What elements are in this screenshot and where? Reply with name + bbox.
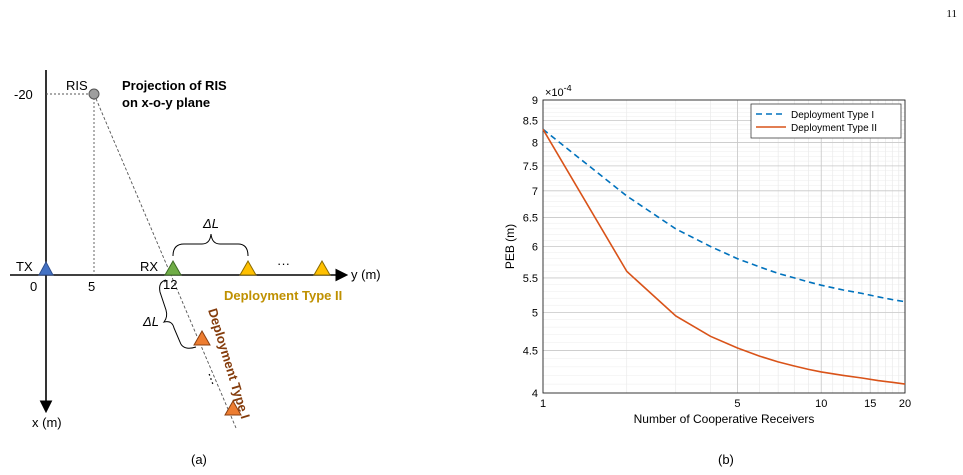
y-tick-label: 5 bbox=[532, 307, 538, 319]
ris-y-tick: -20 bbox=[14, 87, 33, 102]
legend-entry: Deployment Type I bbox=[791, 110, 874, 121]
y-tick-label: 4.5 bbox=[523, 345, 538, 357]
y-exponent-label: ×10-4 bbox=[545, 85, 572, 99]
y-tick-12: 12 bbox=[163, 277, 177, 292]
delta-l-top-label: ΔL bbox=[202, 216, 219, 231]
x-tick-label: 1 bbox=[540, 398, 546, 410]
type1-ellipsis: ⋮ bbox=[202, 369, 219, 388]
type2-receiver-icon bbox=[313, 259, 331, 276]
x-tick-label: 20 bbox=[899, 398, 911, 410]
y-tick-label: 7 bbox=[532, 186, 538, 198]
type2-ellipsis: ··· bbox=[277, 256, 290, 271]
ris-icon bbox=[88, 88, 100, 100]
y-axis-label: y (m) bbox=[351, 267, 381, 282]
series-type1-line bbox=[542, 128, 906, 303]
y-tick-label: 9 bbox=[532, 95, 538, 107]
projection-label-line2: on x-o-y plane bbox=[122, 95, 210, 110]
y-tick-label: 8.5 bbox=[523, 116, 538, 128]
caption-a: (a) bbox=[191, 452, 207, 467]
type1-receiver-icon bbox=[193, 329, 211, 346]
delta-l-brace-top bbox=[172, 233, 249, 257]
tx-label: TX bbox=[16, 259, 33, 274]
y-tick-0: 0 bbox=[30, 279, 37, 294]
x-tick-label: 10 bbox=[815, 398, 827, 410]
y-axis-title: PEB (m) bbox=[503, 224, 517, 269]
y-tick-label: 6.5 bbox=[523, 213, 538, 225]
x-axis-label: x (m) bbox=[32, 415, 62, 430]
x-tick-label: 5 bbox=[734, 398, 740, 410]
rx-triangle-icon bbox=[164, 259, 182, 276]
series-type2-line bbox=[542, 128, 906, 385]
type2-label: Deployment Type II bbox=[224, 288, 342, 303]
y-tick-5: 5 bbox=[88, 279, 95, 294]
x-axis-title: Number of Cooperative Receivers bbox=[634, 412, 815, 426]
ris-projection-diagonal bbox=[93, 93, 237, 429]
plot-frame bbox=[542, 99, 906, 394]
peb-chart: 1 5 10 15 2044.555.566.577.588.59×10-4Number… bbox=[503, 85, 911, 426]
tx-triangle-icon bbox=[38, 260, 54, 276]
type2-receiver-icon bbox=[239, 259, 257, 276]
y-tick-label: 5.5 bbox=[523, 273, 538, 285]
legend-entry: Deployment Type II bbox=[791, 123, 877, 134]
page-number: 11 bbox=[946, 8, 957, 20]
rx-label: RX bbox=[140, 259, 158, 274]
y-tick-label: 4 bbox=[532, 388, 538, 400]
ris-label: RIS bbox=[66, 78, 88, 93]
type1-label: Deployment Type I bbox=[205, 306, 253, 420]
type1-receiver-icon bbox=[224, 399, 242, 416]
caption-b: (b) bbox=[718, 452, 734, 467]
delta-l-left-label: ΔL bbox=[142, 314, 159, 329]
y-tick-label: 8 bbox=[532, 138, 538, 150]
x-tick-label: 15 bbox=[864, 398, 876, 410]
delta-l-brace-left bbox=[159, 279, 197, 349]
y-tick-label: 6 bbox=[532, 242, 538, 254]
projection-label-line1: Projection of RIS bbox=[122, 78, 227, 93]
legend-box bbox=[750, 103, 902, 139]
y-tick-label: 7.5 bbox=[523, 161, 538, 173]
deployment-diagram: RIS -20 Projection of RIS on x-o-y plane… bbox=[10, 70, 381, 430]
